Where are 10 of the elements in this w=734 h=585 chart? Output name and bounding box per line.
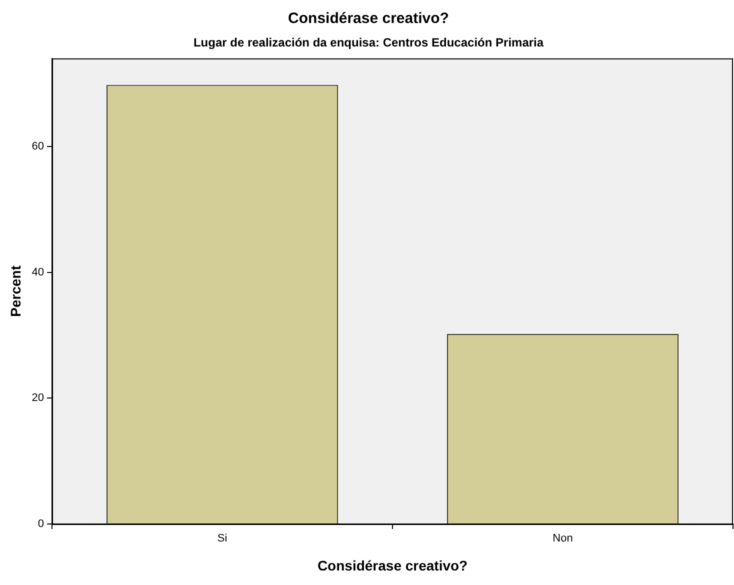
y-tick-label: 60 xyxy=(32,140,44,153)
chart-title: Considérase creativo? xyxy=(288,10,449,28)
chart-subtitle: Lugar de realización da enquisa: Centros Educación Primaria xyxy=(193,36,544,50)
y-tick-label: 40 xyxy=(32,266,44,278)
y-tick-label: 0 xyxy=(38,518,44,530)
y-tick-label: 20 xyxy=(32,392,44,404)
y-axis-title: Percent xyxy=(7,265,24,317)
x-axis-title: Considérase creativo? xyxy=(317,557,468,574)
x-tick-label: Si xyxy=(217,532,228,545)
x-tick-label: Non xyxy=(552,532,573,545)
